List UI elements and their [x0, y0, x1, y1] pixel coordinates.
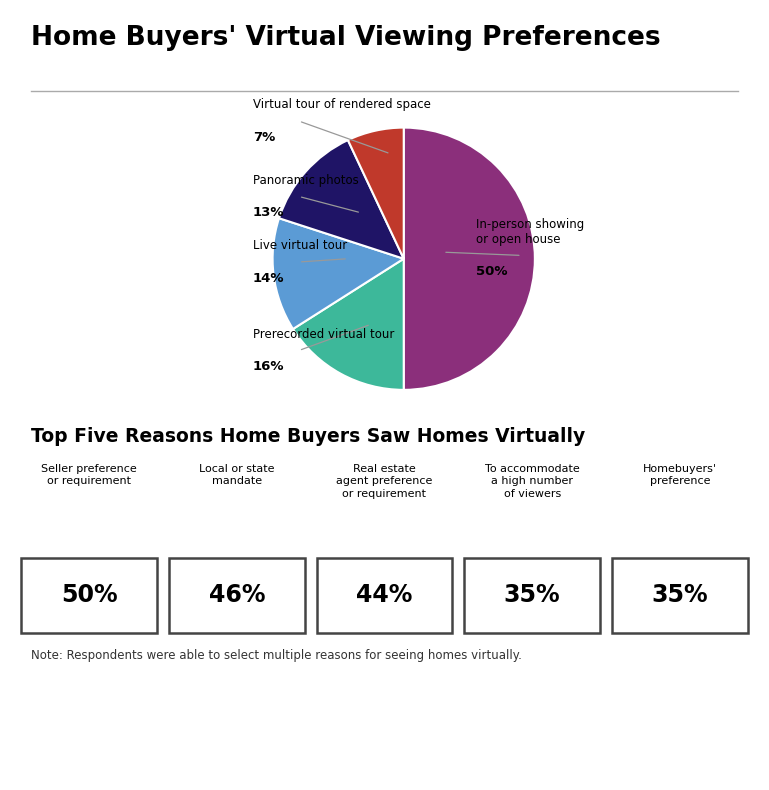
Text: 14%: 14%: [253, 272, 285, 285]
Text: Real estate
agent preference
or requirement: Real estate agent preference or requirem…: [336, 464, 433, 498]
Text: Source:: Source:: [31, 724, 88, 737]
Text: 16%: 16%: [253, 360, 285, 374]
Wedge shape: [293, 258, 404, 389]
FancyBboxPatch shape: [22, 558, 157, 633]
Wedge shape: [279, 140, 404, 258]
Text: Top Five Reasons Home Buyers Saw Homes Virtually: Top Five Reasons Home Buyers Saw Homes V…: [31, 427, 585, 446]
FancyBboxPatch shape: [612, 558, 747, 633]
Text: Panoramic photos: Panoramic photos: [253, 174, 358, 186]
Wedge shape: [348, 127, 404, 258]
Text: Live virtual tour: Live virtual tour: [253, 239, 347, 252]
Text: ROCKET: ROCKET: [622, 713, 716, 733]
Text: Survey of 836 home buyers: Survey of 836 home buyers: [88, 724, 273, 737]
Text: 7%: 7%: [253, 131, 275, 144]
FancyBboxPatch shape: [464, 558, 600, 633]
Text: 35%: 35%: [651, 584, 708, 608]
FancyBboxPatch shape: [317, 558, 452, 633]
Text: Note: Respondents were able to select multiple reasons for seeing homes virtuall: Note: Respondents were able to select mu…: [31, 649, 521, 662]
Wedge shape: [404, 127, 535, 389]
Text: 13%: 13%: [253, 206, 285, 220]
Text: To accommodate
a high number
of viewers: To accommodate a high number of viewers: [484, 464, 580, 498]
Text: Local or state
mandate: Local or state mandate: [199, 464, 275, 487]
Text: In-person showing
or open house: In-person showing or open house: [476, 217, 584, 246]
Text: 50%: 50%: [61, 584, 118, 608]
Text: 44%: 44%: [356, 584, 413, 608]
Wedge shape: [272, 218, 404, 329]
Text: Seller preference
or requirement: Seller preference or requirement: [42, 464, 137, 487]
Text: 35%: 35%: [504, 584, 561, 608]
Text: Homebuyers'
preference: Homebuyers' preference: [643, 464, 717, 487]
Text: Home Buyers' Virtual Viewing Preferences: Home Buyers' Virtual Viewing Preferences: [31, 24, 661, 51]
Text: Virtual tour of rendered space: Virtual tour of rendered space: [253, 98, 431, 111]
Text: Homes: Homes: [647, 754, 691, 768]
Text: 46%: 46%: [208, 584, 265, 608]
FancyBboxPatch shape: [169, 558, 305, 633]
Text: 50%: 50%: [476, 265, 508, 278]
Text: Prerecorded virtual tour: Prerecorded virtual tour: [253, 328, 394, 340]
